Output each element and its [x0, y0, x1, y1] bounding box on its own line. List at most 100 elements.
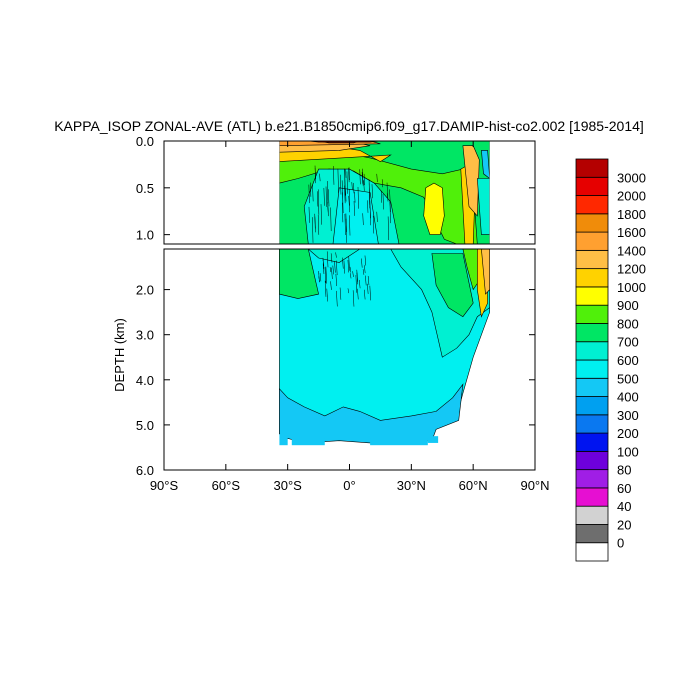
lower-streak: [343, 260, 346, 274]
x-tick-label: 60°N: [459, 478, 488, 493]
axes: 0.0 0.5 1.0 2.0 3.0 4.0 5.0 6.090°S 60°S 30°S 0° 30…: [136, 134, 550, 493]
upper-streak: [337, 168, 339, 193]
lower-streak: [348, 256, 350, 271]
lower-streak: [336, 260, 338, 276]
x-tick-label: 60°S: [212, 478, 241, 493]
upper-streak: [357, 186, 359, 209]
upper-streak: [346, 171, 348, 194]
lower-streak: [361, 258, 363, 268]
upper-streak: [345, 169, 347, 178]
abyssal-step: [291, 438, 325, 446]
contour-fields: [164, 141, 535, 446]
colorbar-label: 1400: [617, 243, 646, 258]
colorbar-swatch: [575, 195, 609, 215]
y-tick-label: 3.0: [136, 328, 154, 343]
lower-streak: [365, 275, 367, 286]
upper-streak: [340, 174, 342, 195]
lower-streak: [322, 263, 325, 275]
colorbar-label: 0: [617, 536, 624, 551]
colorbar-swatch: [575, 542, 609, 562]
lower-streak: [349, 273, 352, 279]
x-tick-label: 0°: [343, 478, 355, 493]
upper-streak: [348, 195, 350, 206]
abyssal-step: [427, 436, 439, 443]
lower-streak: [326, 251, 329, 268]
colorbar-label: 700: [617, 335, 639, 350]
lower-streak: [336, 290, 338, 307]
upper-streak: [348, 167, 350, 183]
colorbar-label: 300: [617, 408, 639, 423]
colorbar-swatch: [575, 469, 609, 489]
colorbar-label: 100: [617, 444, 639, 459]
lower-streak: [331, 267, 333, 280]
upper-streak: [351, 182, 353, 191]
lower-streak: [335, 273, 337, 287]
contour-streaks: [308, 165, 391, 307]
lower-streak: [369, 285, 371, 301]
upper-streak: [345, 218, 347, 243]
y-tick-label: 2.0: [136, 283, 154, 298]
upper-streak: [368, 183, 371, 209]
upper-streak: [380, 190, 383, 203]
upper-streak: [308, 184, 310, 204]
y-tick-label: 5.0: [136, 418, 154, 433]
lower-streak: [339, 287, 342, 300]
colorbar-label: 800: [617, 316, 639, 331]
upper-streak: [319, 173, 321, 182]
upper-streak: [363, 180, 365, 191]
upper-streak: [372, 215, 375, 234]
upper-streak: [362, 168, 364, 186]
lower-streak: [352, 271, 354, 278]
colorbar-swatch: [575, 505, 609, 525]
y-tick-label: 0.0: [136, 134, 154, 149]
upper-streak: [344, 213, 346, 236]
colorbar-label: 900: [617, 298, 639, 313]
colorbar: 0 20 40 60 80 100 200 300 400 500 600 700 800 900 1000…: [575, 158, 646, 562]
y-tick-label: 1.0: [136, 228, 154, 243]
y-tick-label: 4.0: [136, 373, 154, 388]
colorbar-label: 1800: [617, 207, 646, 222]
lower-streak: [367, 283, 369, 294]
lower-streak: [367, 275, 370, 286]
upper-streak: [342, 202, 344, 223]
lower-streak: [324, 280, 327, 297]
lower-streak: [330, 253, 333, 263]
colorbar-swatch: [575, 249, 609, 270]
upper-streak: [369, 208, 372, 226]
abyssal-step: [370, 438, 428, 446]
lower-streak: [359, 279, 361, 289]
colorbar-swatch: [575, 359, 609, 379]
colorbar-swatch: [575, 323, 609, 343]
lower-streak: [352, 290, 355, 307]
lower-contour-region: [431, 253, 474, 318]
lower-streak: [364, 265, 366, 274]
colorbar-swatch: [575, 432, 609, 452]
lower-streak: [322, 259, 325, 267]
lower-streak: [362, 269, 365, 275]
colorbar-swatch: [575, 396, 609, 416]
y-tick-label: 0.5: [136, 181, 154, 196]
upper-streak: [342, 192, 344, 214]
colorbar-label: 3000: [617, 170, 646, 185]
colorbar-label: 1600: [617, 225, 646, 240]
upper-streak: [320, 204, 322, 225]
colorbar-label: 80: [617, 463, 631, 478]
upper-streak: [333, 166, 335, 185]
colorbar-label: 2000: [617, 189, 646, 204]
lower-streak: [347, 259, 349, 273]
upper-streak: [349, 215, 351, 236]
colorbar-swatch: [575, 450, 609, 471]
lower-streak: [334, 261, 336, 273]
upper-streak: [387, 193, 389, 202]
upper-streak: [323, 187, 325, 206]
upper-streak: [361, 172, 363, 184]
upper-streak: [325, 186, 327, 207]
upper-streak: [327, 181, 329, 204]
x-tick-label: 30°N: [397, 478, 426, 493]
colorbar-label: 40: [617, 499, 631, 514]
upper-nodata-north: [489, 141, 535, 244]
upper-streak: [317, 191, 319, 207]
colorbar-swatch: [575, 268, 609, 288]
lower-panel-field: [279, 248, 491, 446]
upper-streak: [382, 194, 384, 210]
